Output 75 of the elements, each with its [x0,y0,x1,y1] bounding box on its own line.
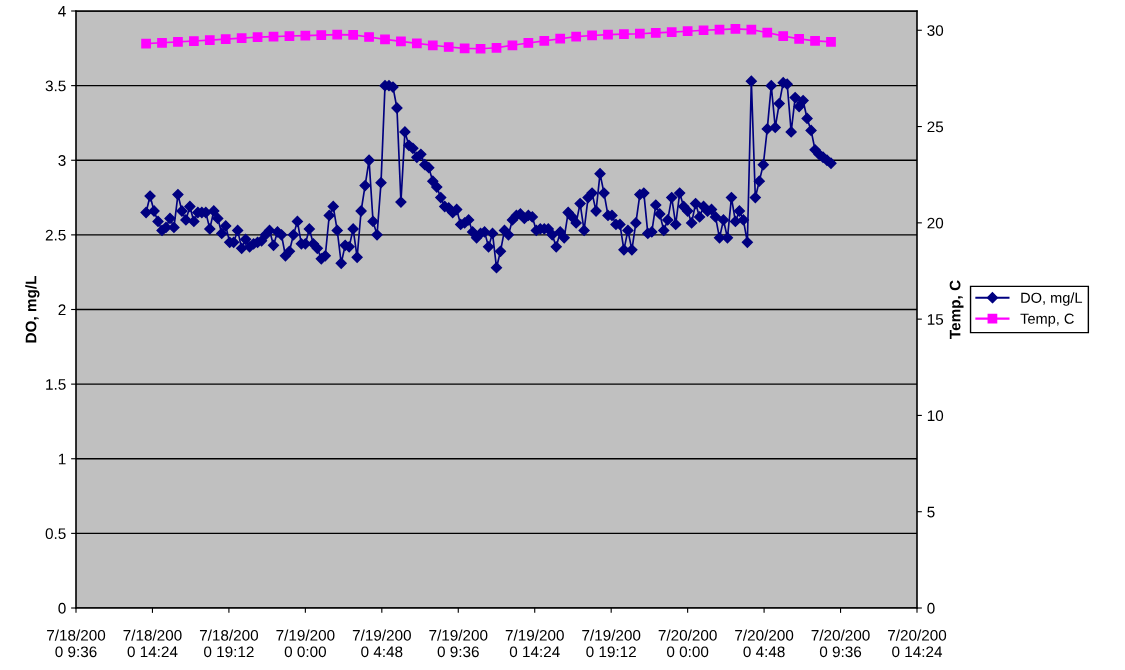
point [650,28,661,38]
legend-label: DO, mg/L [1021,292,1083,306]
point [603,29,613,40]
y2-tick-label: 15 [927,314,944,325]
y-tick-label: 4 [58,6,66,17]
y-tick-label: 0.5 [45,528,66,540]
point [332,29,343,40]
x-tick-label: 7/18/2000 14:24 [123,629,182,658]
point [746,24,757,35]
point [523,38,534,48]
y2-tick-label: 0 [927,602,935,614]
point [698,25,709,36]
y-tick-label: 0 [58,602,66,614]
point [730,24,741,34]
point [571,31,582,42]
point [778,31,789,41]
point [475,43,486,54]
point [173,36,183,47]
point [539,35,550,46]
y2-tick-label: 25 [927,121,944,133]
point [157,37,167,48]
legend-label: Temp, C [1020,313,1074,327]
point [507,40,518,51]
x-tick-label: 7/19/2000 9:36 [429,629,488,658]
point [459,43,470,54]
point [427,40,438,51]
y2-tick-label: 20 [927,217,944,229]
point [220,34,231,44]
point [141,38,151,49]
x-tick-label: 7/19/2000 4:48 [352,629,411,658]
point [666,27,677,38]
point [443,42,454,52]
y-tick-label: 2 [58,304,66,316]
x-tick-label: 7/20/2000 4:48 [735,629,794,658]
point [284,31,295,41]
x-tick-label: 7/20/2000 0:00 [658,629,717,658]
x-tick-label: 7/19/2000 0:00 [276,629,335,658]
point [380,34,390,45]
point [411,38,422,49]
point [204,35,215,45]
y2-tick-label: 5 [927,506,935,518]
point [619,29,629,39]
y2-tick-label: 10 [927,410,944,422]
point [252,32,263,43]
x-tick-label: 7/18/2000 9:36 [47,629,106,658]
x-tick-label: 7/19/2000 19:12 [582,629,641,658]
point [794,34,804,44]
point [236,33,247,44]
y-tick-label: 1 [58,453,66,465]
y2-tick-label: 30 [927,25,944,36]
point [810,35,820,46]
x-tick-label: 7/19/2000 14:24 [505,629,564,658]
y-tick-label: 3 [58,155,66,166]
point [826,36,836,47]
point [682,26,693,37]
point [587,30,597,41]
y-tick-label: 3.5 [45,80,66,92]
y-axis-title: DO, mg/L [25,276,40,343]
point [189,36,199,46]
point [300,30,311,41]
point [316,30,327,40]
x-tick-label: 7/18/2000 19:12 [199,629,259,658]
point [491,42,502,53]
point [348,30,359,40]
y2-axis-title: Temp, C [949,280,964,339]
point [555,33,566,44]
point [634,28,645,39]
y-tick-label: 2.5 [45,229,66,241]
point [396,36,406,47]
x-tick-label: 7/20/2000 9:36 [811,629,870,658]
point [762,27,773,38]
point [714,24,725,35]
point [364,32,374,42]
y-tick-label: 1.5 [46,379,66,390]
x-tick-label: 7/20/2000 14:24 [888,629,947,658]
